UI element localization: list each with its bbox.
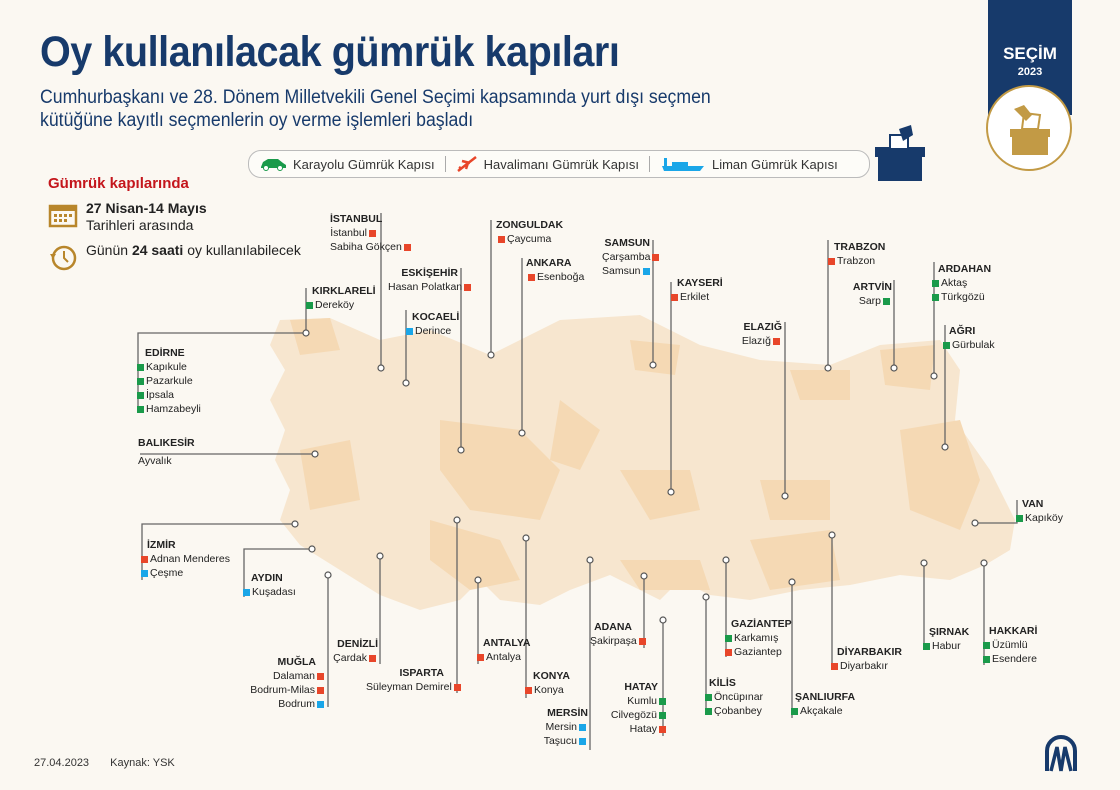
badge-line1: SEÇİM xyxy=(1003,44,1057,63)
footer-source: Kaynak: YSK xyxy=(110,757,175,769)
province-izmir: İZMİR Adnan Menderes Çeşme xyxy=(139,538,230,580)
province-gaziantep: GAZİANTEP Karkamış Gaziantep xyxy=(723,617,792,659)
province-artvin: ARTVİN Sarp xyxy=(852,281,892,307)
hours-pre: Günün xyxy=(86,242,132,258)
province-kayseri: KAYSERİ Erkilet xyxy=(669,276,723,304)
legend-port-label: Liman Gümrük Kapısı xyxy=(711,156,838,172)
province-trabzon: TRABZON Trabzon xyxy=(826,240,885,268)
province-kocaeli: KOCAELİ Derince xyxy=(404,310,459,338)
page-subtitle: Cumhurbaşkanı ve 28. Dönem Milletvekili … xyxy=(40,87,711,131)
clock-icon xyxy=(50,245,77,271)
hours-post: oy kullanılabilecek xyxy=(183,242,301,258)
legend-road-label: Karayolu Gümrük Kapısı xyxy=(293,156,435,172)
dates-subtext: Tarihleri arasında xyxy=(86,217,194,233)
calendar-icon xyxy=(48,204,78,228)
province-balikesir: BALIKESİR Ayvalık xyxy=(138,437,195,467)
legend-divider xyxy=(648,156,650,172)
province-istanbul: İSTANBUL İstanbul Sabiha Gökçen xyxy=(330,212,411,254)
legend-air-label: Havalimanı Gümrük Kapısı xyxy=(483,156,639,172)
province-zonguldak: ZONGULDAK Çaycuma xyxy=(496,219,564,245)
province-adana: ADANA Şakirpaşa xyxy=(590,620,646,648)
province-van: VAN Kapıköy xyxy=(1014,497,1063,525)
legend-divider xyxy=(444,156,446,172)
ballot-box-icon xyxy=(875,125,925,181)
legend-road: Karayolu Gümrük Kapısı xyxy=(249,157,445,172)
province-isparta: ISPARTA Süleyman Demirel xyxy=(366,666,461,694)
province-samsun: SAMSUN Çarşamba Samsun xyxy=(602,236,660,278)
province-diyarbakir: DİYARBAKIR Diyarbakır xyxy=(829,645,902,673)
hours-bold: 24 saati xyxy=(131,242,184,258)
province-denizli: DENİZLİ Çardak xyxy=(333,638,378,664)
ballot-box-icon xyxy=(986,85,1072,171)
aa-logo-icon xyxy=(1045,735,1077,772)
province-ardahan: ARDAHAN Aktaş Türkgözü xyxy=(930,262,991,304)
province-edirne: EDİRNE Kapıkule Pazarkule İpsala Hamzabe… xyxy=(135,346,201,416)
car-icon xyxy=(261,159,286,171)
legend-port: Liman Gümrük Kapısı xyxy=(650,156,848,172)
page-title: Oy kullanılacak gümrük kapıları xyxy=(40,28,620,76)
province-mugla: MUĞLA Dalaman Bodrum-Milas Bodrum xyxy=(250,655,326,711)
ship-icon xyxy=(661,158,704,171)
province-hakkari: HAKKARİ Üzümlü Esendere xyxy=(981,624,1037,666)
airplane-icon xyxy=(456,156,477,172)
province-mersin: MERSİN Mersin Taşucu xyxy=(543,707,588,747)
province-kirklareli: KIRKLARELİ Dereköy xyxy=(304,284,376,312)
province-konya: KONYA Konya xyxy=(523,669,570,697)
dates-text: 27 Nisan-14 Mayıs xyxy=(86,200,207,216)
footer: 27.04.2023 Kaynak: YSK xyxy=(34,757,193,769)
province-eskisehir: ESKİŞEHİR Hasan Polatkan xyxy=(388,266,472,294)
province-sirnak: ŞIRNAK Habur xyxy=(921,625,969,653)
province-hatay: HATAY Kumlu Cilvegözü Hatay xyxy=(610,680,668,736)
legend-air: Havalimanı Gümrük Kapısı xyxy=(446,155,649,173)
province-elazig: ELAZIĞ Elazığ xyxy=(741,321,782,347)
footer-date: 27.04.2023 xyxy=(34,757,90,769)
province-ankara: ANKARA Esenboğa xyxy=(526,257,585,283)
legend: Karayolu Gümrük Kapısı Havalimanı Gümrük… xyxy=(248,150,870,178)
info-panel: Gümrük kapılarında 27 Nisan-14 Mayıs Tari… xyxy=(48,175,301,272)
province-sanliurfa: ŞANLIURFA Akçakale xyxy=(789,690,855,718)
province-agri: AĞRI Gürbulak xyxy=(941,324,995,352)
province-aydin: AYDIN Kuşadası xyxy=(241,571,296,599)
province-kilis: KİLİS Öncüpınar Çobanbey xyxy=(703,676,763,718)
badge-line2: 2023 xyxy=(1017,66,1043,78)
province-antalya: ANTALYA Antalya xyxy=(475,636,530,664)
info-heading: Gümrük kapılarında xyxy=(48,175,189,192)
